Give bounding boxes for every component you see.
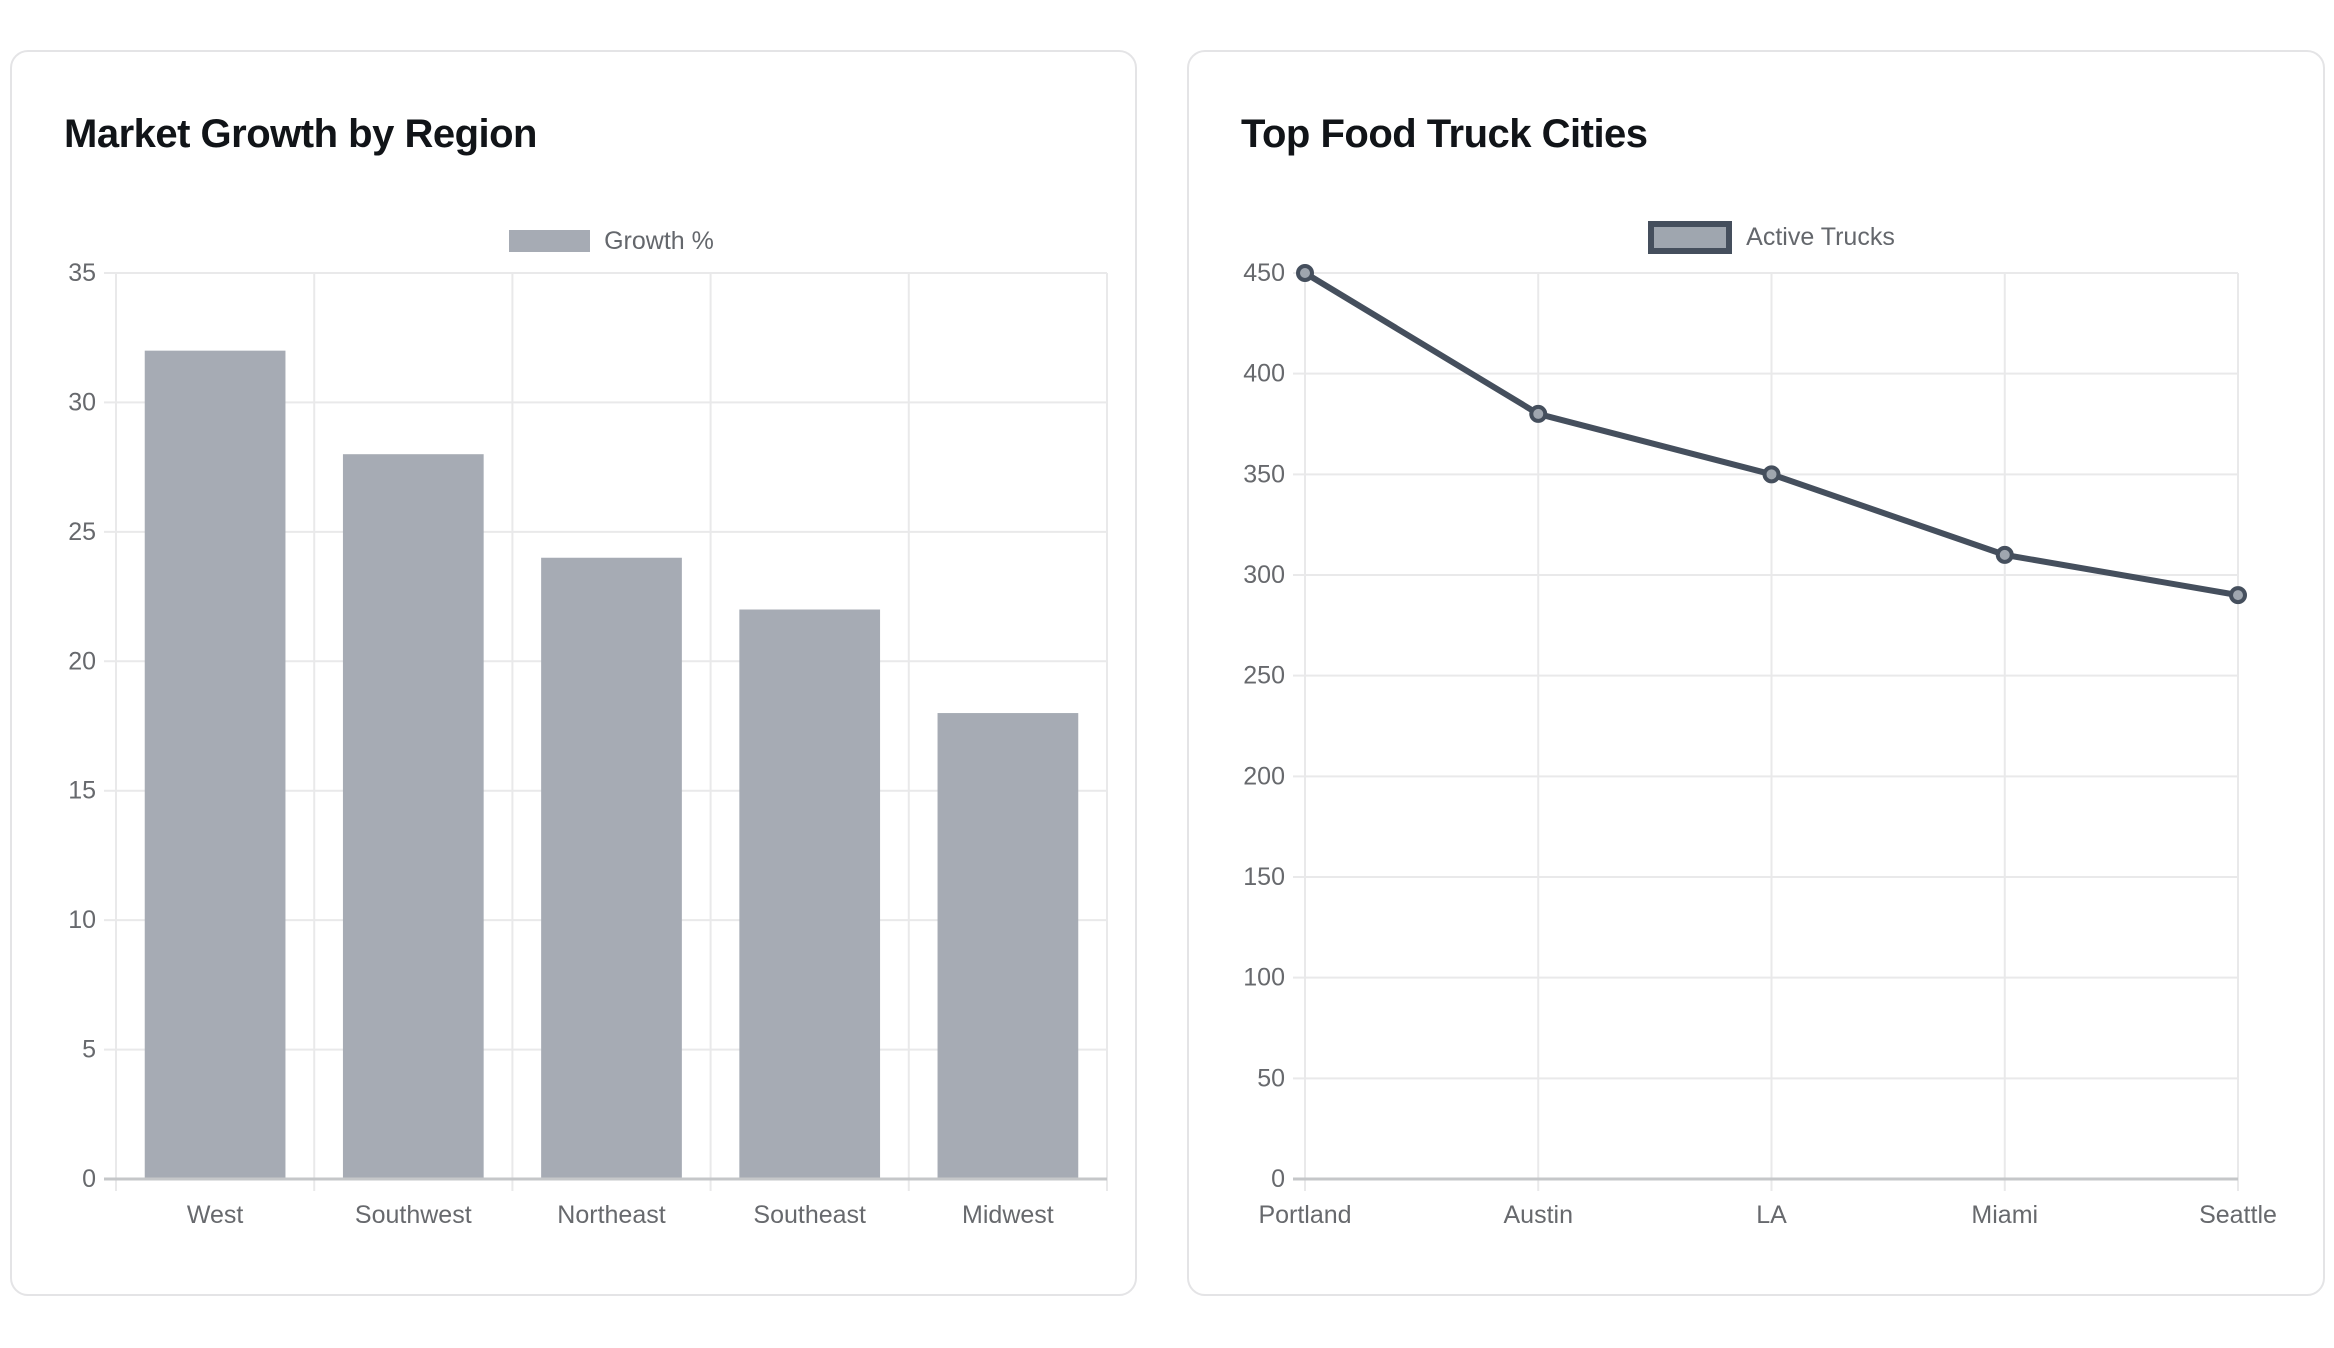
x-tick-label: Portland bbox=[1258, 1201, 1351, 1229]
point-Austin[interactable] bbox=[1529, 404, 1548, 423]
y-tick-label: 250 bbox=[1243, 662, 1285, 690]
point-Miami[interactable] bbox=[1995, 545, 2014, 564]
legend-active-trucks[interactable]: Active Trucks bbox=[1305, 215, 2238, 259]
legend-growth-percent[interactable]: Growth % bbox=[116, 219, 1107, 263]
bar-Midwest[interactable] bbox=[937, 713, 1079, 1179]
y-tick-label: 0 bbox=[1271, 1165, 1285, 1193]
y-tick-label: 400 bbox=[1243, 360, 1285, 388]
bar-Southwest[interactable] bbox=[342, 454, 484, 1179]
legend-label: Active Trucks bbox=[1746, 222, 1895, 251]
y-tick-label: 5 bbox=[82, 1036, 96, 1064]
y-tick-label: 450 bbox=[1243, 259, 1285, 287]
series bbox=[1296, 264, 2247, 605]
tick-labels: 0 50 100 150 200 250 300 350 400 450 Portland Austi… bbox=[1243, 259, 2277, 1229]
point-Seattle[interactable] bbox=[2229, 586, 2247, 605]
y-tick-label: 20 bbox=[68, 647, 96, 675]
x-tick-label: Southwest bbox=[355, 1201, 472, 1229]
y-tick-label: 35 bbox=[68, 259, 96, 287]
line-chart-food-truck-cities[interactable]: 0 50 100 150 200 250 300 350 400 450 Portland Austi… bbox=[1189, 52, 2327, 1298]
y-tick-label: 200 bbox=[1243, 762, 1285, 790]
x-tick-label: West bbox=[187, 1201, 244, 1229]
y-tick-label: 25 bbox=[68, 518, 96, 546]
chart-card-food-truck-cities: Top Food Truck Cities Active Trucks 0 50 1… bbox=[1187, 50, 2325, 1296]
y-tick-label: 300 bbox=[1243, 561, 1285, 589]
bar-Northeast[interactable] bbox=[541, 557, 682, 1179]
y-tick-label: 350 bbox=[1243, 460, 1285, 488]
point-LA[interactable] bbox=[1762, 465, 1781, 484]
x-tick-label: Austin bbox=[1504, 1201, 1573, 1229]
point-Portland[interactable] bbox=[1296, 264, 1314, 282]
x-tick-label: Southeast bbox=[753, 1201, 866, 1229]
legend-label: Growth % bbox=[604, 226, 714, 255]
gridlines bbox=[1293, 272, 2239, 1191]
bar-Southeast[interactable] bbox=[739, 609, 881, 1179]
series bbox=[144, 350, 1079, 1180]
bar-chart-market-growth[interactable]: 0 5 10 15 20 25 30 35 West Southwest Northeast Sout… bbox=[12, 52, 1139, 1298]
x-tick-label: Northeast bbox=[557, 1201, 665, 1229]
y-tick-label: 15 bbox=[68, 777, 96, 805]
legend-swatch-line bbox=[1648, 220, 1733, 254]
legend-swatch-bar bbox=[509, 230, 591, 252]
chart-title-food-truck-cities: Top Food Truck Cities bbox=[1241, 112, 1648, 156]
bar-West[interactable] bbox=[144, 350, 286, 1180]
y-tick-label: 50 bbox=[1257, 1064, 1285, 1092]
y-tick-label: 30 bbox=[68, 388, 96, 416]
x-tick-label: Midwest bbox=[962, 1201, 1054, 1229]
y-tick-label: 100 bbox=[1243, 964, 1285, 992]
y-tick-label: 10 bbox=[68, 906, 96, 934]
x-tick-label: LA bbox=[1756, 1201, 1787, 1229]
y-tick-label: 150 bbox=[1243, 863, 1285, 891]
y-tick-label: 0 bbox=[82, 1165, 96, 1193]
x-tick-label: Miami bbox=[1971, 1201, 2038, 1229]
x-tick-label: Seattle bbox=[2199, 1201, 2277, 1229]
chart-card-market-growth: Market Growth by Region Growth % 0 5 10 15 2… bbox=[10, 50, 1137, 1296]
tick-labels: 0 5 10 15 20 25 30 35 West Southwest Northeast Sout… bbox=[68, 259, 1054, 1229]
chart-title-market-growth: Market Growth by Region bbox=[64, 112, 538, 156]
